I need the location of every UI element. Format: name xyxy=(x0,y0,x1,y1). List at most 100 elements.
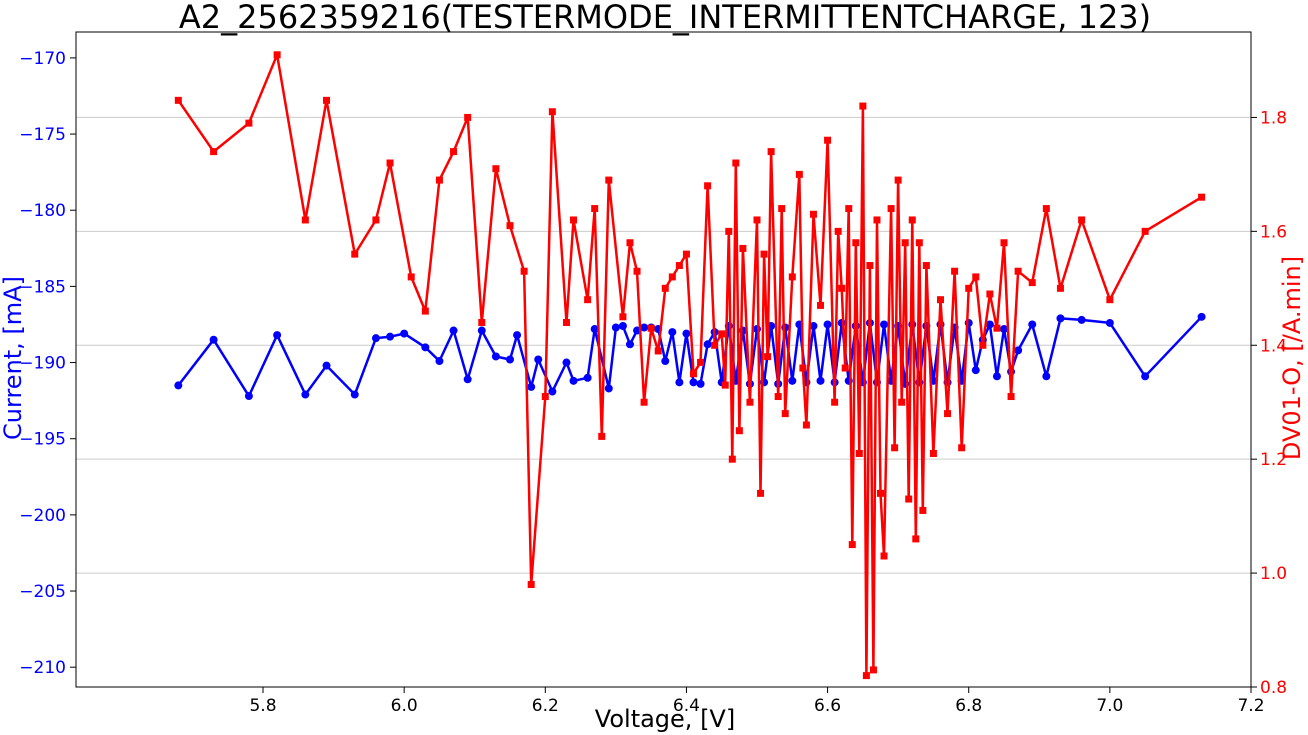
dv-point xyxy=(541,393,549,401)
current-point xyxy=(788,376,797,385)
left-tick-label: −195 xyxy=(19,430,66,450)
right-tick-label: 1.0 xyxy=(1260,564,1287,584)
current-point xyxy=(244,392,253,401)
current-point xyxy=(435,357,444,366)
dv-point xyxy=(682,250,690,258)
current-point xyxy=(625,340,634,349)
current-point xyxy=(1105,318,1114,327)
dv-point xyxy=(640,398,648,406)
dv-point xyxy=(633,267,641,275)
current-point xyxy=(682,329,691,338)
left-tick-label: −175 xyxy=(19,125,66,145)
dv-point xyxy=(492,165,500,173)
dv-point xyxy=(675,262,683,270)
current-point xyxy=(675,378,684,387)
right-tick-label: 0.8 xyxy=(1260,678,1287,698)
dv-point xyxy=(450,148,458,156)
dv-point xyxy=(767,148,775,156)
dv-point xyxy=(739,244,747,252)
dv-point xyxy=(689,370,697,378)
current-point xyxy=(753,325,762,334)
current-point xyxy=(703,340,712,349)
current-point xyxy=(696,379,705,388)
dv-point xyxy=(944,410,952,418)
current-point xyxy=(513,331,522,340)
dv-point xyxy=(915,239,923,247)
dv-point xyxy=(799,364,807,372)
chart-title: A2_2562359216(TESTERMODE_INTERMITTENTCHA… xyxy=(179,0,1151,36)
dv-point xyxy=(866,262,874,270)
current-point xyxy=(301,390,310,399)
dv-point xyxy=(838,284,846,292)
current-point xyxy=(400,329,409,338)
dv-point xyxy=(781,410,789,418)
dv-point xyxy=(619,313,627,321)
current-point xyxy=(209,335,218,344)
dv-point xyxy=(464,113,472,121)
dv-point xyxy=(562,318,570,326)
left-tick-label: −180 xyxy=(19,201,66,221)
left-axis-label: Current, [mA] xyxy=(0,276,27,440)
current-point xyxy=(491,352,500,361)
current-point xyxy=(809,321,818,330)
dv-point xyxy=(817,301,825,309)
dv-point xyxy=(735,427,743,435)
x-tick-label: 5.8 xyxy=(249,696,276,716)
dv-point xyxy=(753,216,761,224)
x-tick-label: 7.2 xyxy=(1237,696,1264,716)
dv-point xyxy=(598,432,606,440)
dv-point xyxy=(570,216,578,224)
current-point xyxy=(816,376,825,385)
dv-point xyxy=(721,381,729,389)
dv-point xyxy=(919,506,927,514)
dv-point xyxy=(972,273,980,281)
x-axis-label: Voltage, [V] xyxy=(595,705,735,733)
dv-point xyxy=(855,449,863,457)
current-point xyxy=(548,387,557,396)
dv-point xyxy=(478,318,486,326)
current-point xyxy=(273,331,282,340)
dv-point xyxy=(506,222,514,230)
current-point xyxy=(640,323,649,332)
dv-point xyxy=(809,210,817,218)
dv-point xyxy=(993,324,1001,332)
dv-point xyxy=(774,393,782,401)
current-point xyxy=(971,366,980,375)
x-tick-label: 6.6 xyxy=(814,696,841,716)
current-point xyxy=(618,321,627,330)
current-point xyxy=(992,372,1001,381)
left-tick-label: −170 xyxy=(19,49,66,69)
current-point xyxy=(386,332,395,341)
right-axis-label: DV01-O, [/A.min] xyxy=(1278,256,1306,460)
dv-point xyxy=(757,489,765,497)
dv-point xyxy=(760,250,768,258)
dv-point xyxy=(245,119,253,127)
current-point xyxy=(350,390,359,399)
dv-point xyxy=(929,449,937,457)
left-tick-label: −200 xyxy=(19,506,66,526)
dv-point xyxy=(764,353,772,361)
dv-point xyxy=(986,290,994,298)
dv-point xyxy=(922,262,930,270)
dv-point xyxy=(626,239,634,247)
dv-point xyxy=(834,227,842,235)
current-point xyxy=(985,320,994,329)
dv-point xyxy=(718,330,726,338)
dv-point xyxy=(668,273,676,281)
x-tick-label: 7.0 xyxy=(1096,696,1123,716)
dv-point xyxy=(273,51,281,59)
dv-point xyxy=(1014,267,1022,275)
plot-frame xyxy=(75,31,1252,688)
dv-point xyxy=(1198,193,1206,201)
dv-point xyxy=(711,341,719,349)
dv-point xyxy=(894,176,902,184)
left-tick-label: −185 xyxy=(19,277,66,297)
current-point xyxy=(371,334,380,343)
dv-point xyxy=(873,216,881,224)
dv-point xyxy=(697,358,705,366)
dv-point xyxy=(852,239,860,247)
current-point xyxy=(1141,372,1150,381)
dv-point xyxy=(746,398,754,406)
dv-point xyxy=(887,205,895,213)
